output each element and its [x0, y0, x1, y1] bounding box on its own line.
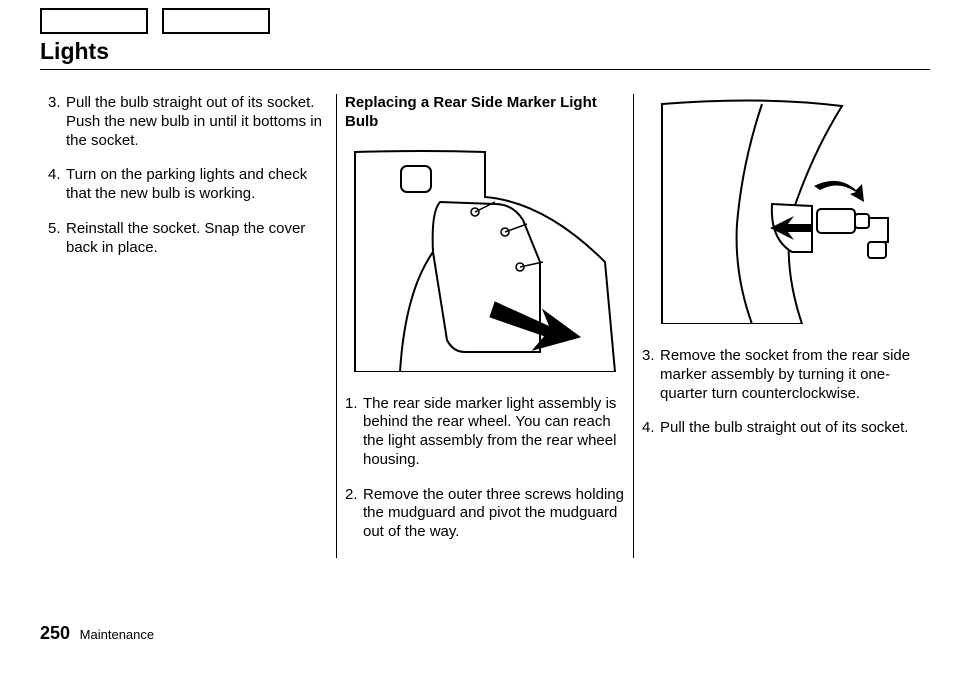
page-content: Lights 3. Pull the bulb straight out of …	[40, 38, 930, 558]
footer-section: Maintenance	[80, 627, 154, 642]
columns: 3. Pull the bulb straight out of its soc…	[40, 94, 930, 558]
top-box-1	[40, 8, 148, 34]
list-item: 4. Pull the bulb straight out of its soc…	[642, 419, 922, 438]
list-item: 3. Remove the socket from the rear side …	[642, 347, 922, 403]
col2-heading: Replacing a Rear Side Marker Light Bulb	[345, 94, 625, 132]
step-number: 4.	[642, 419, 660, 438]
top-box-2	[162, 8, 270, 34]
figure-socket	[642, 94, 922, 324]
figure-mudguard	[345, 142, 625, 372]
step-text: Remove the outer three screws holding th…	[363, 486, 625, 542]
column-2: Replacing a Rear Side Marker Light Bulb	[337, 94, 633, 558]
list-item: 5. Reinstall the socket. Snap the cover …	[48, 220, 328, 258]
list-item: 1. The rear side marker light assembly i…	[345, 395, 625, 470]
step-number: 5.	[48, 220, 66, 258]
step-text: Pull the bulb straight out of its socket…	[660, 419, 922, 438]
step-number: 3.	[642, 347, 660, 403]
step-text: Turn on the parking lights and check tha…	[66, 166, 328, 204]
step-text: Remove the socket from the rear side mar…	[660, 347, 922, 403]
step-text: Pull the bulb straight out of its socket…	[66, 94, 328, 150]
page-footer: 250 Maintenance	[40, 623, 154, 644]
step-text: The rear side marker light assembly is b…	[363, 395, 625, 470]
column-1: 3. Pull the bulb straight out of its soc…	[40, 94, 336, 558]
title-rule	[40, 69, 930, 70]
column-3: 3. Remove the socket from the rear side …	[634, 94, 930, 558]
step-number: 1.	[345, 395, 363, 470]
step-text: Reinstall the socket. Snap the cover bac…	[66, 220, 328, 258]
top-box-row	[40, 8, 270, 34]
step-number: 2.	[345, 486, 363, 542]
col2-steps: 1. The rear side marker light assembly i…	[345, 395, 625, 542]
page-number: 250	[40, 623, 70, 643]
page-title: Lights	[40, 38, 930, 65]
list-item: 4. Turn on the parking lights and check …	[48, 166, 328, 204]
list-item: 3. Pull the bulb straight out of its soc…	[48, 94, 328, 150]
col1-steps: 3. Pull the bulb straight out of its soc…	[48, 94, 328, 257]
step-number: 4.	[48, 166, 66, 204]
step-number: 3.	[48, 94, 66, 150]
list-item: 2. Remove the outer three screws holding…	[345, 486, 625, 542]
col3-steps: 3. Remove the socket from the rear side …	[642, 347, 922, 438]
